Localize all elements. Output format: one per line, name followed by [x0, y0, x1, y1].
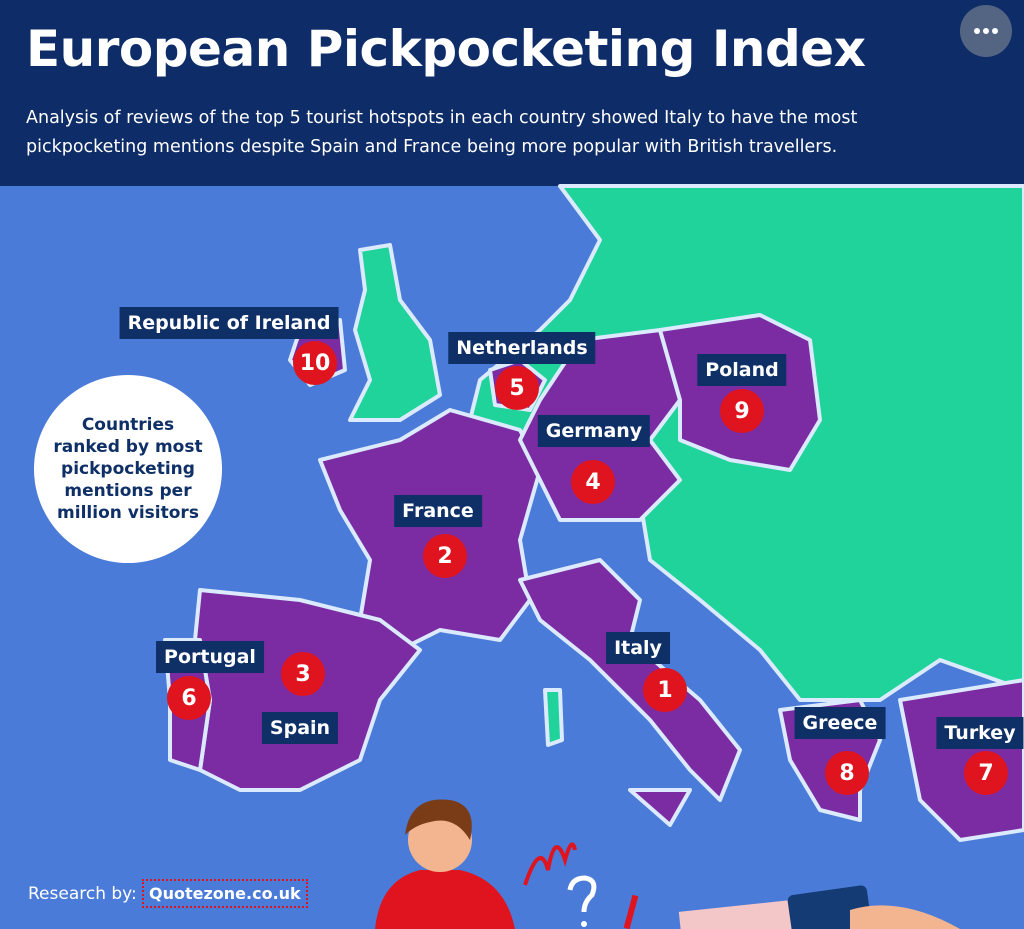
country-label: Portugal — [156, 641, 264, 673]
country-label: Germany — [537, 415, 651, 447]
title: European Pickpocketing Index — [26, 20, 866, 78]
rank-badge: 7 — [964, 751, 1008, 795]
rank-badge: 6 — [167, 676, 211, 720]
footer-label: Research by: — [28, 884, 137, 904]
country-label: Spain — [261, 712, 339, 744]
rank-badge: 2 — [423, 534, 467, 578]
rank-badge: 8 — [825, 751, 869, 795]
rank-badge: 10 — [293, 341, 337, 385]
country-label: Republic of Ireland — [119, 307, 339, 339]
country-label: Greece — [794, 707, 886, 739]
country-label: Netherlands — [448, 332, 596, 364]
rank-badge: 9 — [720, 389, 764, 433]
legend-note: Countries ranked by most pickpocketing m… — [34, 375, 222, 563]
footer-source[interactable]: Quotezone.co.uk — [142, 879, 308, 908]
country-label: France — [394, 495, 482, 527]
rank-badge: 4 — [571, 460, 615, 504]
header-band — [0, 0, 1024, 186]
country-label: Turkey — [936, 717, 1024, 749]
rank-badge: 3 — [281, 652, 325, 696]
rank-badge: 1 — [643, 668, 687, 712]
country-label: Poland — [697, 354, 787, 386]
rank-badge: 5 — [495, 366, 539, 410]
illustration — [375, 799, 960, 929]
menu-button[interactable] — [960, 5, 1012, 57]
country-label: Italy — [606, 632, 670, 664]
subtitle: Analysis of reviews of the top 5 tourist… — [26, 108, 858, 157]
